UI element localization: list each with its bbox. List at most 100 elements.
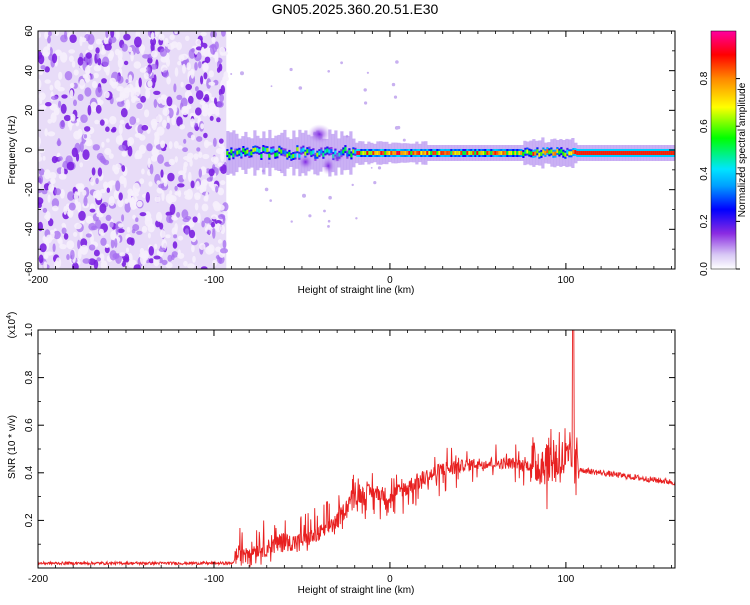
noise-speck bbox=[38, 137, 41, 148]
noise-speck bbox=[39, 104, 47, 110]
band-core bbox=[458, 151, 461, 155]
band-core bbox=[602, 151, 605, 155]
noise-speck bbox=[95, 47, 100, 54]
noise-speck bbox=[165, 234, 171, 239]
noise-speck bbox=[80, 114, 88, 123]
noise-speck bbox=[97, 97, 102, 104]
noise-speck bbox=[91, 167, 96, 176]
noise-speck bbox=[53, 230, 61, 240]
noise-speck bbox=[162, 119, 167, 128]
noise-speck bbox=[90, 101, 98, 113]
band-core bbox=[536, 149, 539, 154]
band-core bbox=[514, 151, 517, 155]
band-core bbox=[570, 151, 573, 156]
noise-speck bbox=[189, 159, 193, 167]
noise-dot bbox=[327, 219, 331, 223]
noise-speck bbox=[73, 130, 82, 140]
band-core bbox=[644, 151, 647, 155]
band-core bbox=[448, 151, 451, 155]
band-core bbox=[360, 151, 363, 155]
figure-title: GN05.2025.360.20.51.E30 bbox=[272, 1, 439, 17]
band-core bbox=[670, 151, 673, 155]
noise-speck bbox=[204, 56, 211, 63]
noise-speck bbox=[73, 99, 77, 107]
spectrogram-xlabel: Height of straight line (km) bbox=[298, 285, 415, 296]
noise-speck bbox=[42, 155, 46, 161]
band-core bbox=[226, 151, 229, 156]
band-core bbox=[476, 151, 479, 155]
noise-speck bbox=[43, 261, 47, 269]
noise-speck bbox=[95, 219, 102, 229]
band-core bbox=[296, 147, 299, 152]
noise-speck bbox=[148, 258, 155, 264]
noise-speck bbox=[220, 151, 225, 162]
noise-speck bbox=[129, 116, 137, 125]
noise-speck bbox=[140, 95, 147, 103]
noise-speck bbox=[161, 259, 168, 266]
noise-speck bbox=[218, 138, 224, 144]
noise-speck bbox=[220, 248, 228, 254]
band-core bbox=[384, 151, 387, 155]
noise-speck bbox=[187, 152, 194, 159]
noise-speck bbox=[85, 233, 92, 238]
snr-ylabel: SNR (10 * v/v) bbox=[7, 415, 18, 479]
noise-speck bbox=[208, 81, 216, 86]
band-core bbox=[592, 151, 595, 155]
noise-speck bbox=[110, 238, 115, 249]
noise-speck bbox=[42, 207, 48, 213]
band-core bbox=[418, 151, 421, 155]
noise-speck bbox=[172, 241, 178, 249]
band-core bbox=[318, 151, 321, 156]
noise-speck bbox=[84, 87, 92, 97]
noise-speck bbox=[117, 75, 124, 84]
band-core bbox=[432, 151, 435, 155]
band-core bbox=[454, 151, 457, 155]
band-core bbox=[462, 151, 465, 155]
band-core bbox=[618, 151, 621, 155]
noise-speck bbox=[63, 205, 68, 215]
noise-speck bbox=[150, 31, 155, 40]
noise-speck bbox=[180, 81, 184, 88]
noise-dot bbox=[289, 67, 293, 72]
noise-speck bbox=[51, 198, 60, 209]
noise-speck bbox=[158, 247, 167, 252]
band-core bbox=[470, 151, 473, 155]
noise-speck bbox=[118, 144, 127, 151]
noise-speck bbox=[155, 114, 163, 123]
noise-speck bbox=[166, 214, 173, 224]
band-core bbox=[516, 151, 519, 155]
noise-speck bbox=[179, 124, 186, 130]
band-core bbox=[648, 151, 651, 155]
band-core bbox=[556, 149, 559, 153]
band-core bbox=[362, 151, 365, 155]
band-core bbox=[402, 151, 405, 155]
noise-speck bbox=[125, 79, 129, 84]
band-core bbox=[624, 151, 627, 155]
colorbar-label: Normalized spectral amplitude bbox=[737, 82, 748, 217]
noise-speck bbox=[173, 141, 179, 149]
noise-dot bbox=[328, 195, 332, 200]
band-core bbox=[600, 151, 603, 155]
noise-speck bbox=[70, 249, 75, 260]
band-core bbox=[288, 151, 291, 156]
noise-speck bbox=[149, 163, 154, 175]
band-core bbox=[528, 150, 531, 155]
noise-speck bbox=[212, 259, 217, 267]
noise-speck bbox=[132, 182, 141, 194]
band-core bbox=[262, 147, 265, 151]
noise-speck bbox=[200, 123, 205, 130]
noise-speck bbox=[216, 67, 221, 73]
band-core bbox=[630, 151, 633, 155]
band-core bbox=[552, 151, 555, 156]
band-core bbox=[274, 152, 277, 157]
band-core bbox=[494, 151, 497, 155]
noise-speck bbox=[109, 115, 117, 125]
noise-speck bbox=[66, 240, 75, 250]
noise-speck bbox=[85, 215, 94, 224]
noise-speck bbox=[54, 80, 61, 90]
noise-speck bbox=[128, 74, 133, 83]
noise-speck bbox=[185, 216, 192, 220]
noise-speck bbox=[206, 229, 212, 235]
noise-speck bbox=[214, 220, 222, 225]
noise-speck bbox=[79, 36, 83, 47]
